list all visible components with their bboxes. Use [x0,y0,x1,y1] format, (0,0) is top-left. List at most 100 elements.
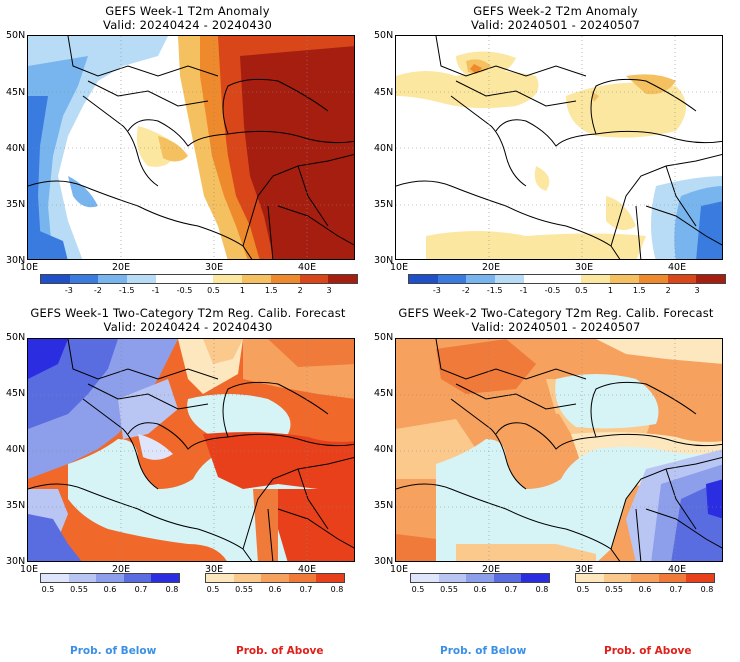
anomaly-tick-label: 3 [326,286,332,295]
bin [151,574,179,582]
panel3-lon-10: 10E [20,564,39,575]
panel2-map [395,35,723,260]
bin [261,574,289,582]
bin [466,574,494,582]
anomaly-tick-label: -3 [64,286,73,295]
prob-below-label-left: Prob. of Below [70,645,157,657]
bin [41,574,69,582]
bin [299,275,329,283]
panel2-lat-50: 50N [374,30,394,41]
bin [98,275,128,283]
prob-tick-label: 0.6 [473,585,487,594]
anomaly-tick-label: 2 [297,286,303,295]
panel2-lon-20: 20E [482,262,501,273]
prob-above-label-left: Prob. of Above [236,645,324,657]
bin [521,574,549,582]
panel2-anomaly-colorbar [408,274,726,284]
bin [96,574,124,582]
panel1-valid: Valid: 20240424 - 20240430 [103,18,272,32]
panel2-lon-40: 40E [668,262,687,273]
anomaly-tick-label: -0.5 [544,286,561,295]
bin [552,275,582,283]
panel2-lat-30: 30N [374,255,394,266]
anomaly-tick-label: 2 [665,286,671,295]
bin [667,275,697,283]
bin [438,574,467,582]
prob-tick-label: 0.55 [70,585,88,594]
panel3-lon-40: 40E [298,564,317,575]
bin [658,574,687,582]
panel2-lat-35: 35N [374,199,394,210]
bin [242,275,271,283]
bin [686,574,714,582]
bin [523,275,553,283]
panel3-title: GEFS Week-1 Two-Category T2m Reg. Calib.… [30,306,346,320]
panel4-below-colorbar [410,573,550,583]
panel3-lat-50: 50N [6,332,26,343]
panel4-lat-40: 40N [374,444,394,455]
bin [213,275,243,283]
panel4-map [395,338,723,562]
panel1-lat-35: 35N [6,199,26,210]
panel3-lon-20: 20E [112,564,131,575]
anomaly-tick-label: -1.5 [486,286,503,295]
prob-tick-label: 0.5 [576,585,590,594]
bin [316,574,344,582]
bin [576,574,604,582]
prob-tick-label: 0.8 [535,585,549,594]
panel4-lat-50: 50N [374,332,394,343]
panel3-lat-35: 35N [6,500,26,511]
prob-tick-label: 0.6 [638,585,652,594]
anomaly-tick-label: -1 [519,286,528,295]
bin [206,574,234,582]
panel1-lat-40: 40N [6,143,26,154]
bin [288,574,317,582]
bin [409,275,438,283]
panel1-lon-30: 30E [205,262,224,273]
bin [233,574,262,582]
prob-tick-label: 0.8 [700,585,714,594]
anomaly-tick-label: 1.5 [264,286,278,295]
panel4-above-colorbar [575,573,715,583]
panel2-lon-10: 10E [390,262,409,273]
bin [184,275,214,283]
bin [495,275,524,283]
panel3-lat-30: 30N [6,556,26,567]
anomaly-tick-label: 3 [694,286,700,295]
prob-tick-label: 0.5 [411,585,425,594]
anomaly-tick-label: -2 [93,286,102,295]
panel2-lat-40: 40N [374,143,394,154]
panel4-lat-30: 30N [374,556,394,567]
panel1-lat-50: 50N [6,30,26,41]
bin [466,275,496,283]
bin [123,574,152,582]
anomaly-tick-label: 0.5 [207,286,220,295]
panel4-lon-20: 20E [482,564,501,575]
bin [155,275,185,283]
prob-tick-label: 0.6 [103,585,117,594]
bin [68,574,97,582]
panel1-lat-45: 45N [6,87,26,98]
bin [581,275,611,283]
panel4-lat-45: 45N [374,388,394,399]
anomaly-tick-label: -1.5 [118,286,135,295]
panel3-lat-40: 40N [6,444,26,455]
prob-tick-label: 0.55 [440,585,458,594]
panel4-title: GEFS Week-2 Two-Category T2m Reg. Calib.… [398,306,714,320]
prob-tick-label: 0.7 [299,585,313,594]
bin [610,275,639,283]
anomaly-tick-label: 1.5 [632,286,646,295]
anomaly-tick-label: 1 [239,286,245,295]
prob-tick-label: 0.55 [605,585,623,594]
panel4-lat-35: 35N [374,500,394,511]
prob-tick-label: 0.55 [235,585,253,594]
bin [270,275,300,283]
bin [603,574,632,582]
panel4-valid: Valid: 20240501 - 20240507 [471,320,641,334]
panel1-lat-30: 30N [6,255,26,266]
prob-tick-label: 0.7 [504,585,518,594]
panel1-title: GEFS Week-1 T2m Anomaly [105,4,270,18]
anomaly-tick-label: 0.5 [575,286,588,295]
prob-tick-label: 0.5 [41,585,55,594]
panel4-lon-10: 10E [390,564,409,575]
